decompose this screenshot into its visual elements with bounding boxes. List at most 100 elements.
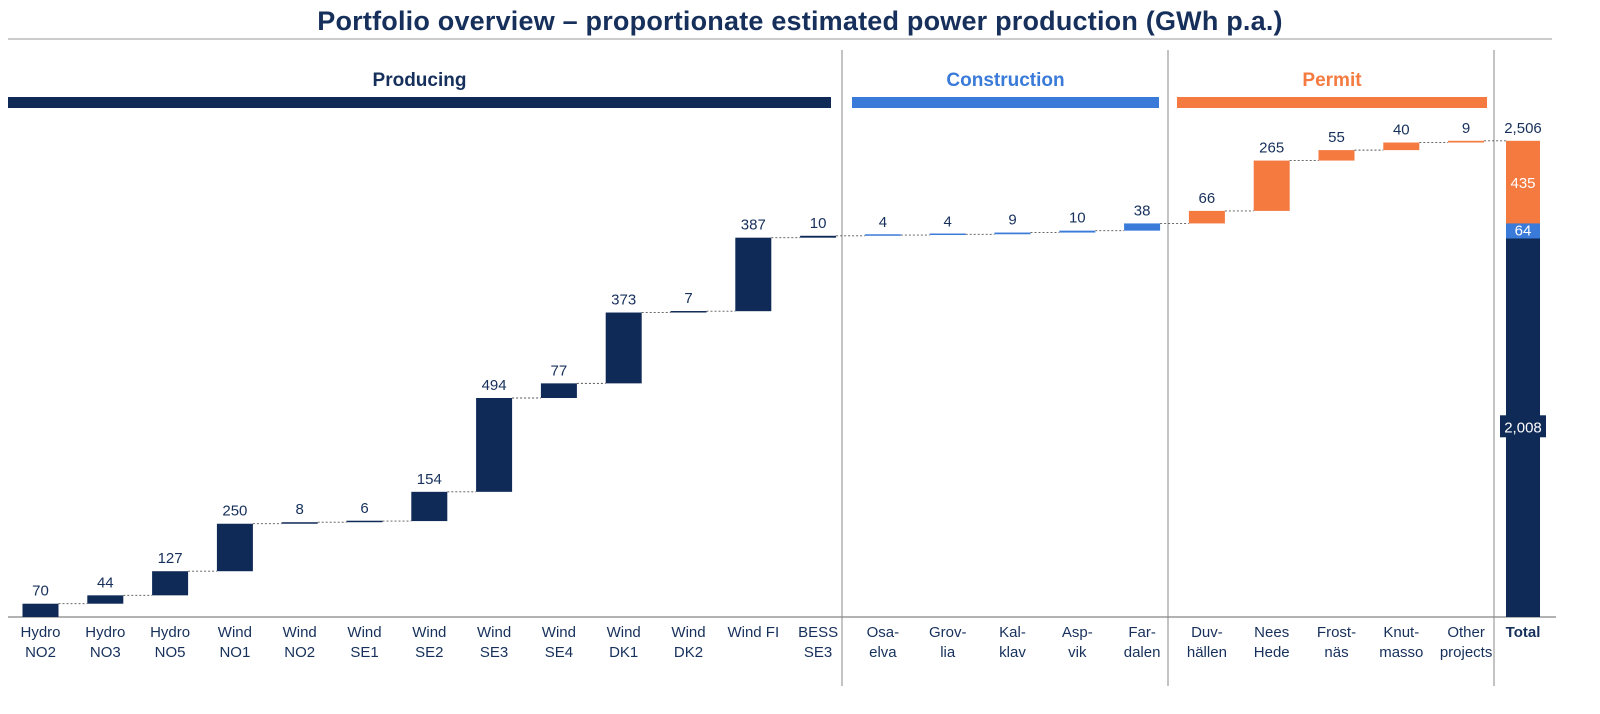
bar-value-label: 7: [684, 290, 692, 307]
category-label: hällen: [1187, 644, 1227, 661]
bar-value-label: 9: [1462, 120, 1470, 137]
bar-value-label: 10: [810, 215, 827, 232]
category-label: SE1: [350, 644, 378, 661]
category-label: Nees: [1254, 624, 1289, 641]
category-label: SE2: [415, 644, 443, 661]
bar-value-label: 66: [1199, 190, 1216, 207]
bar: [1318, 150, 1355, 161]
bar-value-label: 373: [611, 292, 636, 309]
bar: [1448, 140, 1485, 143]
total-segment: [1506, 140, 1540, 224]
category-label: klav: [999, 644, 1026, 661]
bar: [281, 522, 318, 524]
bar-value-label: 387: [741, 217, 766, 234]
bar: [476, 397, 513, 492]
category-label: NO3: [90, 644, 121, 661]
category-label: Wind: [542, 624, 576, 641]
category-label: Wind: [218, 624, 252, 641]
bar-value-label: 4: [944, 213, 952, 230]
bar: [87, 595, 124, 604]
category-label: SE3: [804, 644, 832, 661]
bar: [540, 383, 577, 398]
category-label: dalen: [1124, 644, 1161, 661]
category-label: Other: [1447, 624, 1485, 641]
category-label: Asp-: [1062, 624, 1093, 641]
total-segment-label: 64: [1515, 223, 1532, 240]
category-label: Hydro: [150, 624, 190, 641]
bar: [1253, 160, 1290, 211]
bar: [994, 232, 1031, 235]
bar-value-label: 9: [1008, 212, 1016, 229]
bar-value-label: 38: [1134, 202, 1151, 219]
category-label: Wind: [347, 624, 381, 641]
bar: [22, 603, 59, 617]
bar-value-label: 44: [97, 574, 114, 591]
group-label-construction: Construction: [946, 70, 1064, 91]
category-label: Wind: [607, 624, 641, 641]
bar: [735, 237, 772, 312]
category-label: Wind FI: [727, 624, 779, 641]
group-band-producing: [8, 97, 831, 108]
category-label: vik: [1068, 644, 1087, 661]
category-label-total: Total: [1506, 624, 1541, 641]
category-label: näs: [1324, 644, 1348, 661]
bar: [1124, 223, 1161, 231]
bar-value-label: 70: [32, 583, 49, 600]
category-label: SE3: [480, 644, 508, 661]
category-label: Hydro: [85, 624, 125, 641]
bar: [346, 520, 383, 523]
bar-value-label: 127: [158, 550, 183, 567]
bar-value-label: 8: [296, 501, 304, 518]
category-label: Hede: [1254, 644, 1290, 661]
category-label: DK1: [609, 644, 638, 661]
bar-value-label: 4: [879, 214, 887, 231]
category-label: NO2: [284, 644, 315, 661]
group-band-construction: [852, 97, 1159, 108]
total-label-box: [1500, 415, 1546, 438]
bar: [152, 571, 189, 596]
category-label: lia: [940, 644, 956, 661]
bar: [670, 311, 707, 313]
bar: [411, 491, 448, 522]
bar-value-label: 494: [482, 377, 507, 394]
category-label: Osa-: [867, 624, 900, 641]
bar-value-label: 154: [417, 471, 442, 488]
category-label: Wind: [412, 624, 446, 641]
bar: [800, 235, 837, 238]
category-label: Hydro: [20, 624, 60, 641]
bar: [216, 523, 253, 572]
bar-value-label: 40: [1393, 122, 1410, 139]
bar: [1059, 230, 1096, 233]
category-label: Wind: [671, 624, 705, 641]
bar-value-label: 250: [222, 503, 247, 520]
category-label: Grov-: [929, 624, 967, 641]
bar: [864, 234, 901, 236]
total-value-label: 2,506: [1504, 120, 1542, 137]
category-label: Wind: [477, 624, 511, 641]
category-label: SE4: [545, 644, 573, 661]
bar: [1383, 142, 1420, 151]
category-label: Wind: [283, 624, 317, 641]
total-segment-label: 435: [1510, 175, 1535, 192]
group-band-permit: [1177, 97, 1487, 108]
category-label: Knut-: [1383, 624, 1419, 641]
category-label: Frost-: [1317, 624, 1356, 641]
category-label: DK2: [674, 644, 703, 661]
category-label: NO5: [155, 644, 186, 661]
category-label: masso: [1379, 644, 1423, 661]
category-label: NO2: [25, 644, 56, 661]
category-label: BESS: [798, 624, 838, 641]
bar-value-label: 77: [551, 362, 568, 379]
chart-title: Portfolio overview – proportionate estim…: [317, 6, 1283, 36]
bar: [929, 233, 966, 236]
group-label-permit: Permit: [1302, 70, 1362, 91]
category-label: Kal-: [999, 624, 1026, 641]
bar-value-label: 6: [360, 500, 368, 517]
total-label-box: [1506, 220, 1540, 239]
category-label: Duv-: [1191, 624, 1223, 641]
total-segment-label: 2,008: [1504, 419, 1542, 436]
category-label: elva: [869, 644, 897, 661]
category-label: Far-: [1128, 624, 1156, 641]
bar: [1188, 210, 1225, 224]
